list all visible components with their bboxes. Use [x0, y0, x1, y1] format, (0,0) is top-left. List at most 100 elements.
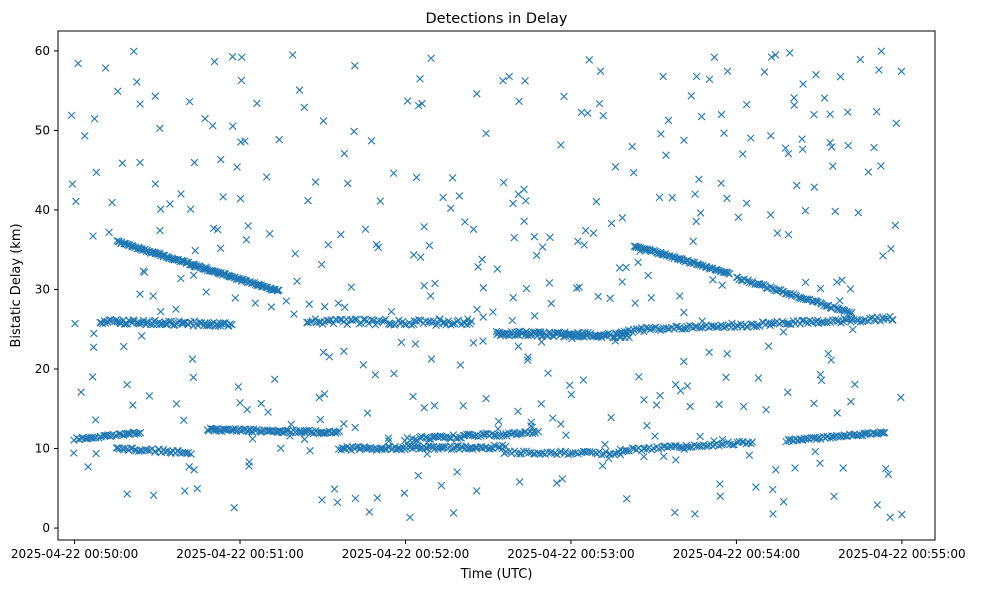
- data-point: [347, 283, 356, 291]
- data-point: [578, 329, 587, 337]
- data-point: [201, 265, 210, 274]
- data-point: [145, 392, 154, 400]
- data-point: [783, 388, 792, 397]
- data-point: [567, 449, 575, 458]
- data-point: [291, 249, 300, 258]
- data-point: [747, 134, 755, 142]
- data-point: [517, 329, 526, 337]
- y-tick-label: 60: [35, 44, 50, 58]
- data-point: [456, 361, 465, 369]
- data-point: [245, 458, 254, 466]
- data-point: [186, 205, 195, 214]
- data-point: [410, 251, 418, 259]
- data-point: [137, 332, 146, 340]
- data-point: [88, 373, 97, 381]
- data-point: [371, 370, 380, 379]
- data-point: [91, 416, 100, 424]
- data-point: [881, 314, 890, 322]
- data-point: [659, 72, 667, 81]
- data-point: [833, 278, 841, 286]
- data-point: [325, 352, 334, 361]
- data-point: [68, 180, 77, 188]
- data-point: [190, 158, 199, 167]
- data-point: [236, 194, 245, 203]
- data-point: [331, 429, 340, 437]
- data-point: [599, 111, 608, 120]
- data-point: [650, 324, 658, 332]
- data-point: [530, 232, 539, 241]
- data-point: [784, 319, 793, 328]
- data-point: [236, 398, 244, 407]
- data-point: [437, 481, 446, 490]
- data-point: [597, 450, 606, 459]
- data-point: [389, 169, 398, 178]
- data-point: [840, 307, 849, 315]
- data-point: [479, 284, 488, 292]
- data-point: [897, 393, 905, 402]
- data-point: [238, 275, 246, 284]
- data-point: [219, 193, 227, 201]
- data-point: [282, 297, 291, 305]
- data-point: [201, 114, 209, 123]
- data-point: [188, 355, 197, 363]
- data-point: [790, 94, 798, 102]
- data-point: [564, 450, 573, 459]
- data-point: [156, 226, 164, 235]
- data-point: [640, 452, 648, 461]
- data-point: [348, 316, 357, 325]
- data-point: [363, 409, 372, 417]
- data-point: [618, 278, 627, 286]
- data-point: [798, 145, 807, 154]
- data-point: [679, 357, 688, 366]
- data-point: [768, 485, 777, 494]
- data-point: [689, 237, 698, 246]
- data-point: [508, 316, 517, 325]
- data-point: [139, 267, 148, 275]
- data-point: [479, 337, 487, 345]
- data-point: [243, 405, 252, 414]
- data-point: [372, 240, 381, 249]
- data-point: [790, 101, 799, 109]
- data-point: [720, 129, 728, 137]
- data-point: [791, 464, 799, 472]
- data-point: [167, 320, 176, 329]
- data-point: [598, 461, 607, 470]
- data-point: [201, 263, 210, 271]
- data-point: [414, 315, 423, 324]
- data-point: [420, 403, 429, 412]
- data-point: [628, 444, 637, 452]
- data-point: [745, 451, 754, 460]
- data-point: [81, 434, 89, 443]
- data-point: [717, 179, 725, 188]
- data-point: [136, 428, 145, 437]
- data-point: [672, 456, 680, 464]
- data-point: [537, 399, 546, 408]
- data-point: [549, 414, 557, 422]
- data-point: [407, 321, 416, 329]
- data-point: [560, 92, 568, 101]
- data-point: [717, 110, 726, 119]
- data-point: [335, 427, 344, 435]
- data-point: [571, 449, 580, 457]
- data-point: [474, 263, 482, 271]
- data-point: [412, 173, 421, 182]
- data-point: [515, 97, 523, 106]
- data-point: [798, 135, 806, 143]
- data-point: [305, 300, 313, 308]
- data-point: [333, 498, 342, 507]
- data-point: [466, 430, 474, 439]
- data-point: [625, 333, 633, 342]
- data-point: [518, 429, 526, 438]
- data-point: [748, 438, 757, 446]
- data-point: [438, 444, 446, 452]
- data-point: [705, 348, 713, 357]
- data-point: [696, 261, 705, 269]
- data-point: [257, 399, 266, 408]
- data-point: [364, 319, 373, 328]
- data-point: [680, 445, 688, 454]
- data-point: [878, 313, 887, 322]
- data-point: [878, 428, 886, 437]
- data-point: [565, 381, 574, 390]
- data-point: [820, 94, 829, 102]
